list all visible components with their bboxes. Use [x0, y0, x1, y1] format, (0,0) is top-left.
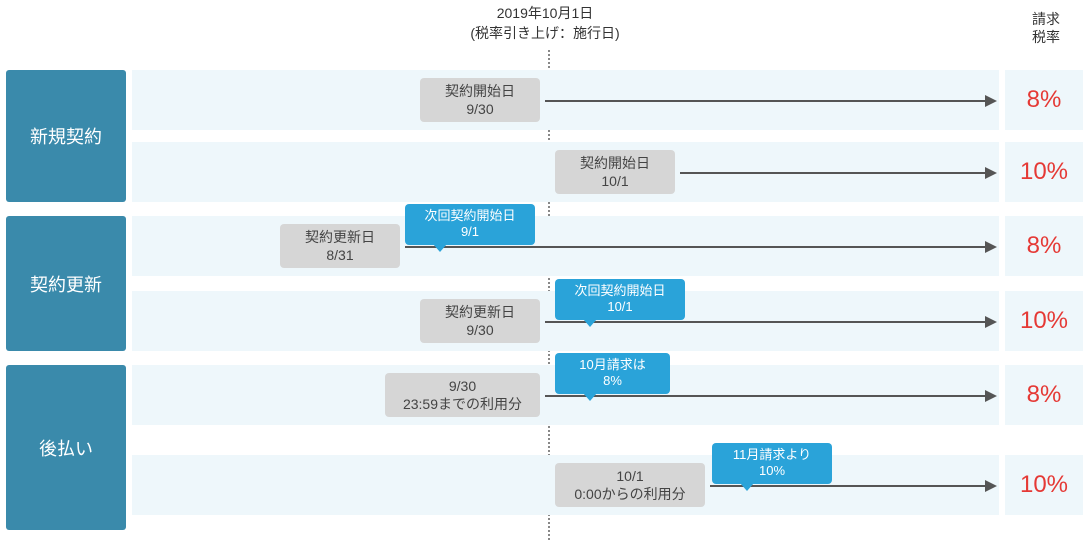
callout-line1: 11月請求より [722, 447, 822, 463]
event-box: 9/3023:59までの利用分 [385, 373, 540, 417]
callout-line1: 次回契約開始日 [415, 208, 525, 224]
header-rate-line2: 税率 [1011, 28, 1081, 46]
rate-value: 8% [1005, 70, 1083, 130]
event-line1: 10/1 [565, 467, 695, 485]
callout-box: 次回契約開始日10/1 [555, 279, 685, 320]
event-line1: 契約開始日 [430, 82, 530, 100]
callout-line1: 次回契約開始日 [565, 283, 675, 299]
category-label: 後払い [6, 365, 126, 530]
header-date: 2019年10月1日(税率引き上げ：施行日) [430, 4, 660, 43]
callout-line2: 10% [722, 463, 822, 479]
timeline-arrow [545, 395, 995, 397]
event-box: 契約開始日10/1 [555, 150, 675, 194]
event-line2: 8/31 [290, 246, 390, 264]
event-box: 契約更新日9/30 [420, 299, 540, 343]
callout-line2: 9/1 [415, 224, 525, 240]
callout-box: 10月請求は8% [555, 353, 670, 394]
header-rate-label: 請求税率 [1011, 10, 1081, 46]
event-box: 契約更新日8/31 [280, 224, 400, 268]
header-date-line2: (税率引き上げ：施行日) [430, 24, 660, 44]
callout-line2: 10/1 [565, 299, 675, 315]
callout-line2: 8% [565, 373, 660, 389]
event-line1: 契約開始日 [565, 154, 665, 172]
timeline-arrow [545, 100, 995, 102]
event-line2: 9/30 [430, 100, 530, 118]
event-line1: 契約更新日 [290, 228, 390, 246]
timeline-arrow [545, 321, 995, 323]
event-line1: 契約更新日 [430, 303, 530, 321]
timeline-arrow [680, 172, 995, 174]
event-line2: 23:59までの利用分 [395, 395, 530, 413]
header-rate-line1: 請求 [1011, 10, 1081, 28]
event-line2: 9/30 [430, 321, 530, 339]
header-date-line1: 2019年10月1日 [430, 4, 660, 24]
callout-line1: 10月請求は [565, 357, 660, 373]
event-line1: 9/30 [395, 377, 530, 395]
event-line2: 10/1 [565, 172, 665, 190]
event-box: 契約開始日9/30 [420, 78, 540, 122]
category-label: 契約更新 [6, 216, 126, 351]
callout-box: 次回契約開始日9/1 [405, 204, 535, 245]
event-line2: 0:00からの利用分 [565, 485, 695, 503]
callout-box: 11月請求より10% [712, 443, 832, 484]
rate-value: 10% [1005, 291, 1083, 351]
category-label: 新規契約 [6, 70, 126, 202]
rate-value: 10% [1005, 455, 1083, 515]
rate-value: 8% [1005, 365, 1083, 425]
event-box: 10/10:00からの利用分 [555, 463, 705, 507]
rate-value: 10% [1005, 142, 1083, 202]
timeline-arrow [405, 246, 995, 248]
rate-value: 8% [1005, 216, 1083, 276]
